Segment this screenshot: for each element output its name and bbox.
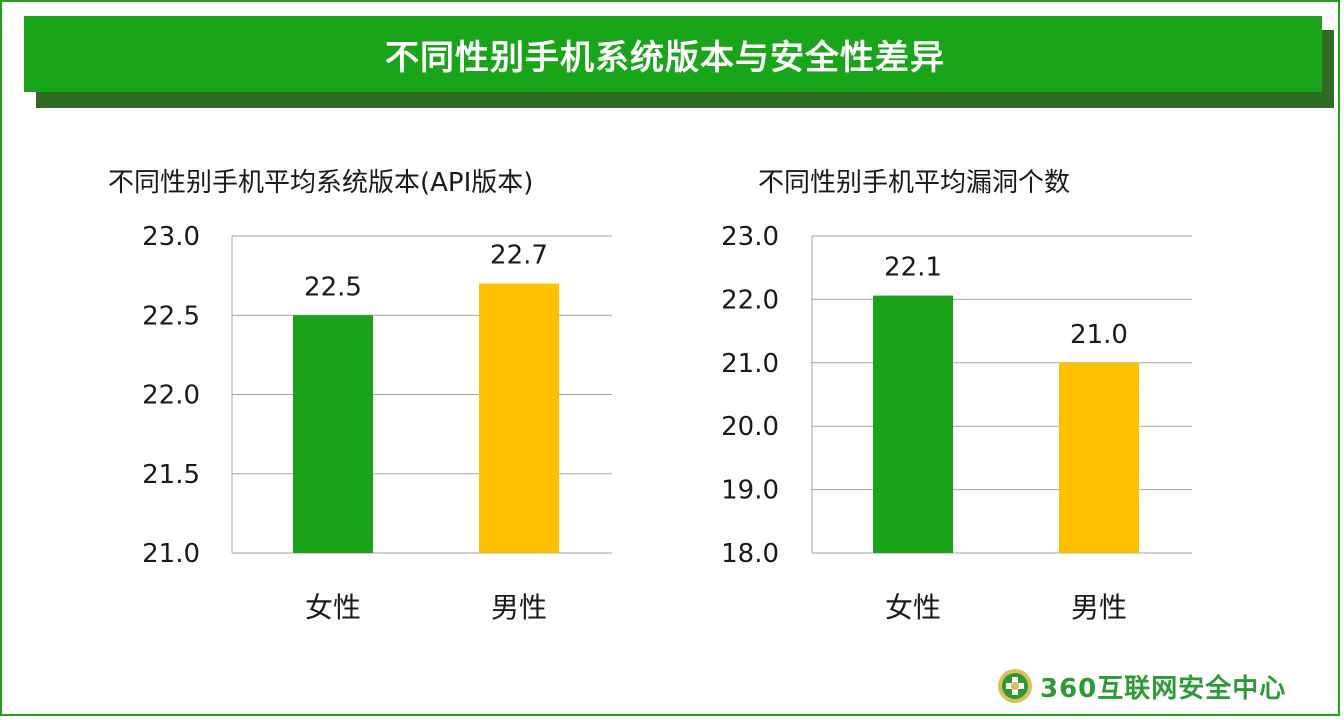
y-tick-label: 23.0 xyxy=(142,222,200,252)
seal-icon xyxy=(998,669,1032,703)
y-tick-label: 18.0 xyxy=(721,539,779,569)
brand-logo: 360互联网安全中心 xyxy=(996,666,1286,706)
y-tick-label: 22.0 xyxy=(142,381,200,411)
y-tick-label: 21.0 xyxy=(721,349,779,379)
data-label: 22.5 xyxy=(304,272,362,302)
data-label: 22.7 xyxy=(490,241,548,271)
chart-title-vuln: 不同性别手机平均漏洞个数 xyxy=(758,168,1071,198)
brand-name: 360互联网安全中心 xyxy=(1040,673,1287,704)
title-banner: 不同性别手机系统版本与安全性差异 xyxy=(24,16,1322,92)
data-label: 22.1 xyxy=(884,253,942,283)
y-tick-label: 22.0 xyxy=(721,285,779,315)
y-tick-label: 21.5 xyxy=(142,460,200,490)
bar xyxy=(479,283,559,553)
bar xyxy=(873,295,953,553)
y-tick-label: 21.0 xyxy=(142,539,200,569)
data-label: 21.0 xyxy=(1070,320,1128,350)
y-tick-label: 19.0 xyxy=(721,476,779,506)
x-category-label: 女性 xyxy=(885,591,941,624)
y-tick-label: 22.5 xyxy=(142,301,200,331)
x-category-label: 男性 xyxy=(1071,591,1127,624)
bar xyxy=(293,315,373,553)
y-tick-label: 20.0 xyxy=(721,412,779,442)
x-category-label: 男性 xyxy=(491,591,547,624)
x-category-label: 女性 xyxy=(305,591,361,624)
chart-title-api: 不同性别手机平均系统版本(API版本) xyxy=(108,168,534,198)
y-tick-label: 23.0 xyxy=(721,222,779,252)
bar xyxy=(1059,362,1139,553)
page-title: 不同性别手机系统版本与安全性差异 xyxy=(385,37,945,78)
